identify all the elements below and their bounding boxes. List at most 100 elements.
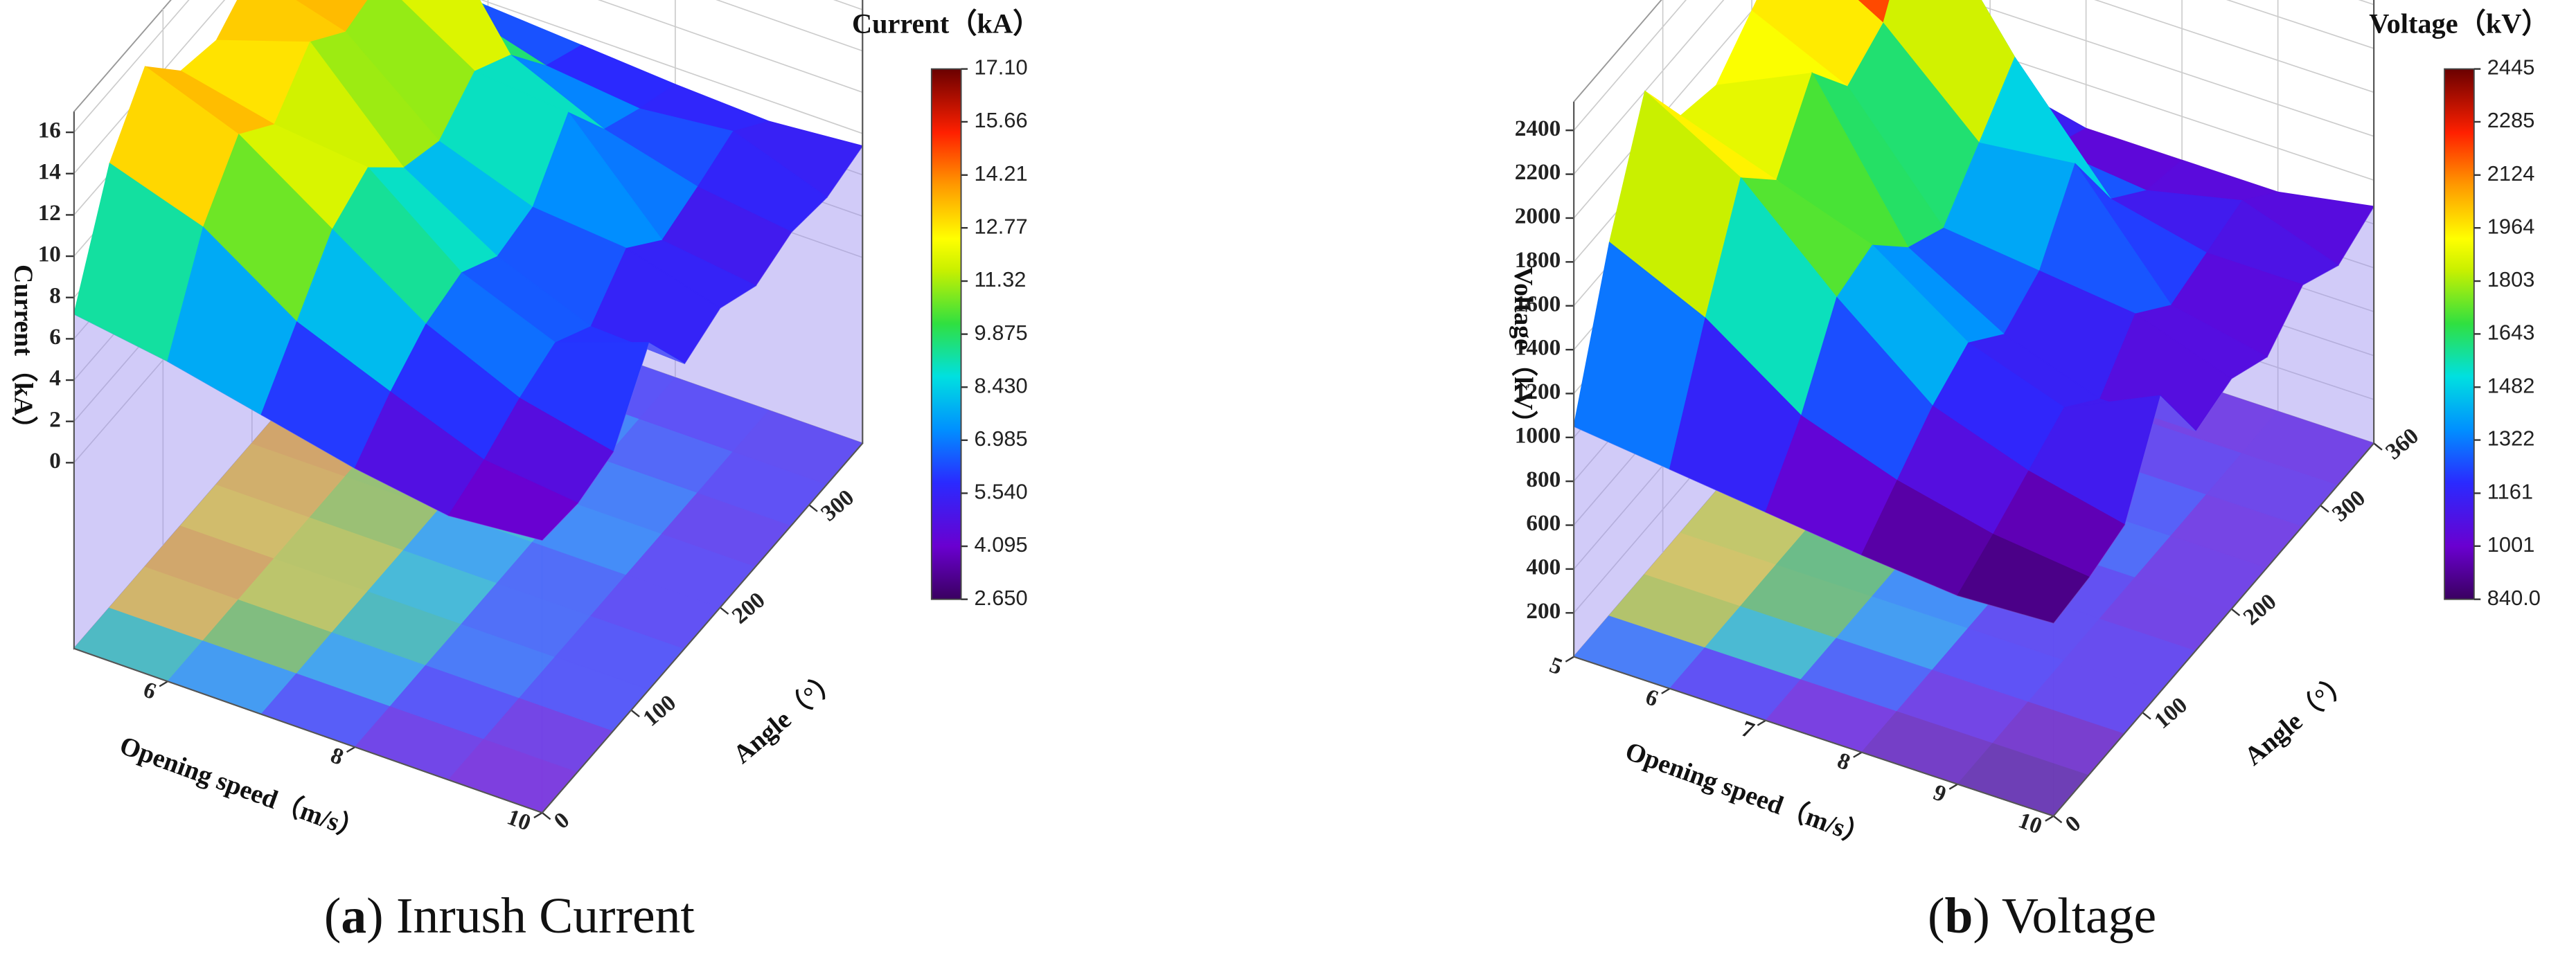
z-tick-label: 1200: [1515, 379, 1561, 404]
x-tick: [1948, 783, 1958, 790]
z-tick-label: 8: [49, 282, 61, 308]
z-tick-label: 1600: [1515, 291, 1561, 316]
y-axis-label: Angle（°）: [728, 665, 845, 770]
y-tick: [2052, 815, 2063, 824]
x-tick: [1853, 751, 1863, 758]
y-axis-label: Angle（°）: [2239, 666, 2356, 771]
grid-line: [1573, 0, 1687, 131]
x-tick-label: 8: [1834, 748, 1854, 775]
colorbar-tick-label: 6.985: [975, 426, 1028, 451]
x-tick: [1565, 656, 1574, 663]
z-tick-label: 2200: [1515, 159, 1561, 185]
colorbar-tick-label: 14.21: [975, 161, 1028, 186]
x-axis-label: Opening speed（m/s）: [116, 731, 368, 847]
y-tick: [542, 812, 551, 820]
z-tick-label: 200: [1526, 598, 1561, 624]
x-tick: [346, 746, 356, 753]
z-tick-label: 2000: [1515, 204, 1561, 229]
colorbar-title: Current（kA）: [852, 8, 1040, 39]
z-tick-label: 400: [1526, 555, 1561, 580]
z-tick-label: 12: [38, 200, 61, 226]
z-tick-label: 2: [49, 406, 61, 432]
x-tick-label: 5: [1546, 652, 1565, 680]
y-tick-label: 0: [2061, 811, 2086, 838]
z-tick-label: 1400: [1515, 335, 1561, 361]
y-tick-label: 0: [549, 807, 574, 834]
front-wall: [2053, 206, 2374, 816]
front-wall: [73, 314, 542, 813]
y-tick-label: 300: [2327, 485, 2370, 527]
z-tick-label: 600: [1526, 510, 1561, 536]
axis-edge: [1573, 0, 2375, 817]
colorbar-tick-label: 1964: [2487, 214, 2535, 238]
surface-patch: [447, 459, 579, 541]
colorbar-tick-label: 2124: [2487, 161, 2535, 186]
z-tick-label: 2400: [1515, 116, 1561, 141]
grid-line: [73, 0, 226, 174]
z-tick-label: 4: [49, 366, 61, 391]
colorbar-tick-label: 4.095: [975, 532, 1028, 557]
colorbar-tick-label: 8.430: [975, 373, 1028, 397]
chart-panel: 2004006008001000120014001600180020002200…: [1509, 0, 2550, 944]
y-tick: [630, 709, 640, 718]
colorbar: [930, 68, 962, 600]
caption-part: b: [1944, 887, 1973, 944]
colorbar-tick-label: 1322: [2487, 426, 2535, 451]
z-tick-label: 0: [49, 448, 61, 474]
z-tick-label: 800: [1526, 467, 1561, 492]
colorbar-tick-label: 2.650: [975, 586, 1028, 610]
colorbar-tick-label: 17.10: [975, 55, 1028, 80]
colorbar-tick-label: 1643: [2487, 321, 2535, 345]
y-tick: [2373, 442, 2383, 451]
y-tick-label: 200: [2239, 588, 2282, 630]
x-tick-label: 6: [1642, 684, 1662, 712]
colorbar-tick-label: 840.0: [2487, 586, 2541, 610]
x-tick-label: 6: [140, 676, 159, 704]
colorbar-tick-label: 11.32: [975, 267, 1027, 291]
colorbar-title: Voltage（kV）: [2369, 8, 2549, 39]
surface-patch: [1957, 534, 2090, 624]
x-tick-label: 8: [328, 742, 347, 770]
colorbar-tick-label: 1001: [2487, 532, 2535, 557]
colorbar-tick-label: 5.540: [975, 480, 1028, 504]
y-tick-label: 300: [816, 485, 859, 526]
x-tick: [1757, 719, 1766, 726]
colorbar-tick-label: 15.66: [975, 108, 1028, 132]
z-tick-label: 1800: [1515, 247, 1561, 273]
colorbar-tick-label: 1161: [2487, 480, 2533, 504]
caption-part: ) Voltage: [1973, 887, 2156, 944]
y-tick: [2320, 505, 2329, 513]
x-axis-label: Opening speed（m/s）: [1622, 737, 1874, 852]
x-tick-label: 9: [1930, 780, 1949, 807]
axis-edge: [73, 0, 864, 814]
z-axis-label: Voltage（kV）: [1509, 267, 1538, 436]
y-tick-label: 360: [2381, 423, 2424, 465]
surface-patch: [1856, 0, 1891, 24]
z-tick-label: 16: [38, 118, 61, 143]
grid-line: [1573, 0, 2374, 219]
caption-part: (: [324, 887, 341, 944]
x-tick-label: 7: [1738, 716, 1757, 744]
x-tick: [2045, 815, 2054, 822]
front-wall: [1574, 426, 2054, 816]
z-tick-label: 10: [38, 242, 61, 267]
y-tick: [2230, 608, 2241, 617]
colorbar-tick-label: 2285: [2487, 108, 2535, 132]
caption: (a) Inrush Current: [324, 887, 695, 944]
y-tick-label: 200: [727, 587, 770, 629]
caption: (b) Voltage: [1928, 887, 2156, 944]
z-tick-label: 1000: [1515, 422, 1561, 448]
z-tick-label: 6: [49, 324, 61, 350]
colorbar: [2444, 68, 2475, 600]
x-tick: [159, 681, 168, 687]
z-axis-label: Current（kA）: [8, 264, 37, 442]
caption-part: ) Inrush Current: [366, 887, 695, 944]
grid-line: [1573, 0, 1725, 175]
colorbar-tick-label: 1803: [2487, 267, 2535, 291]
caption-part: (: [1928, 887, 1944, 944]
y-tick: [808, 504, 818, 512]
x-tick: [533, 811, 543, 819]
x-tick: [1661, 687, 1671, 694]
grid-line: [73, 0, 190, 133]
